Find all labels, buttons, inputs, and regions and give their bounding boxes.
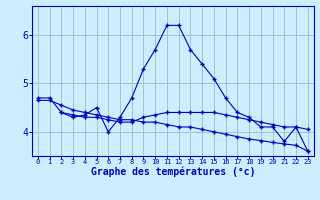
- X-axis label: Graphe des températures (°c): Graphe des températures (°c): [91, 167, 255, 177]
